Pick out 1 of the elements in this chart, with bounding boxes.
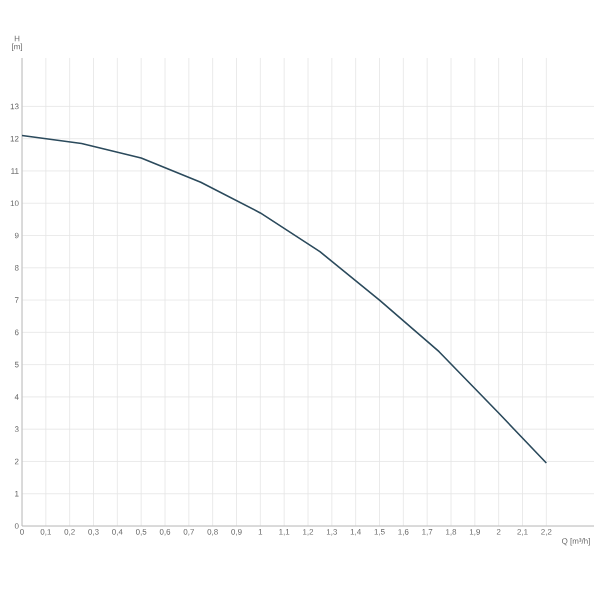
line-series (21, 134, 548, 464)
